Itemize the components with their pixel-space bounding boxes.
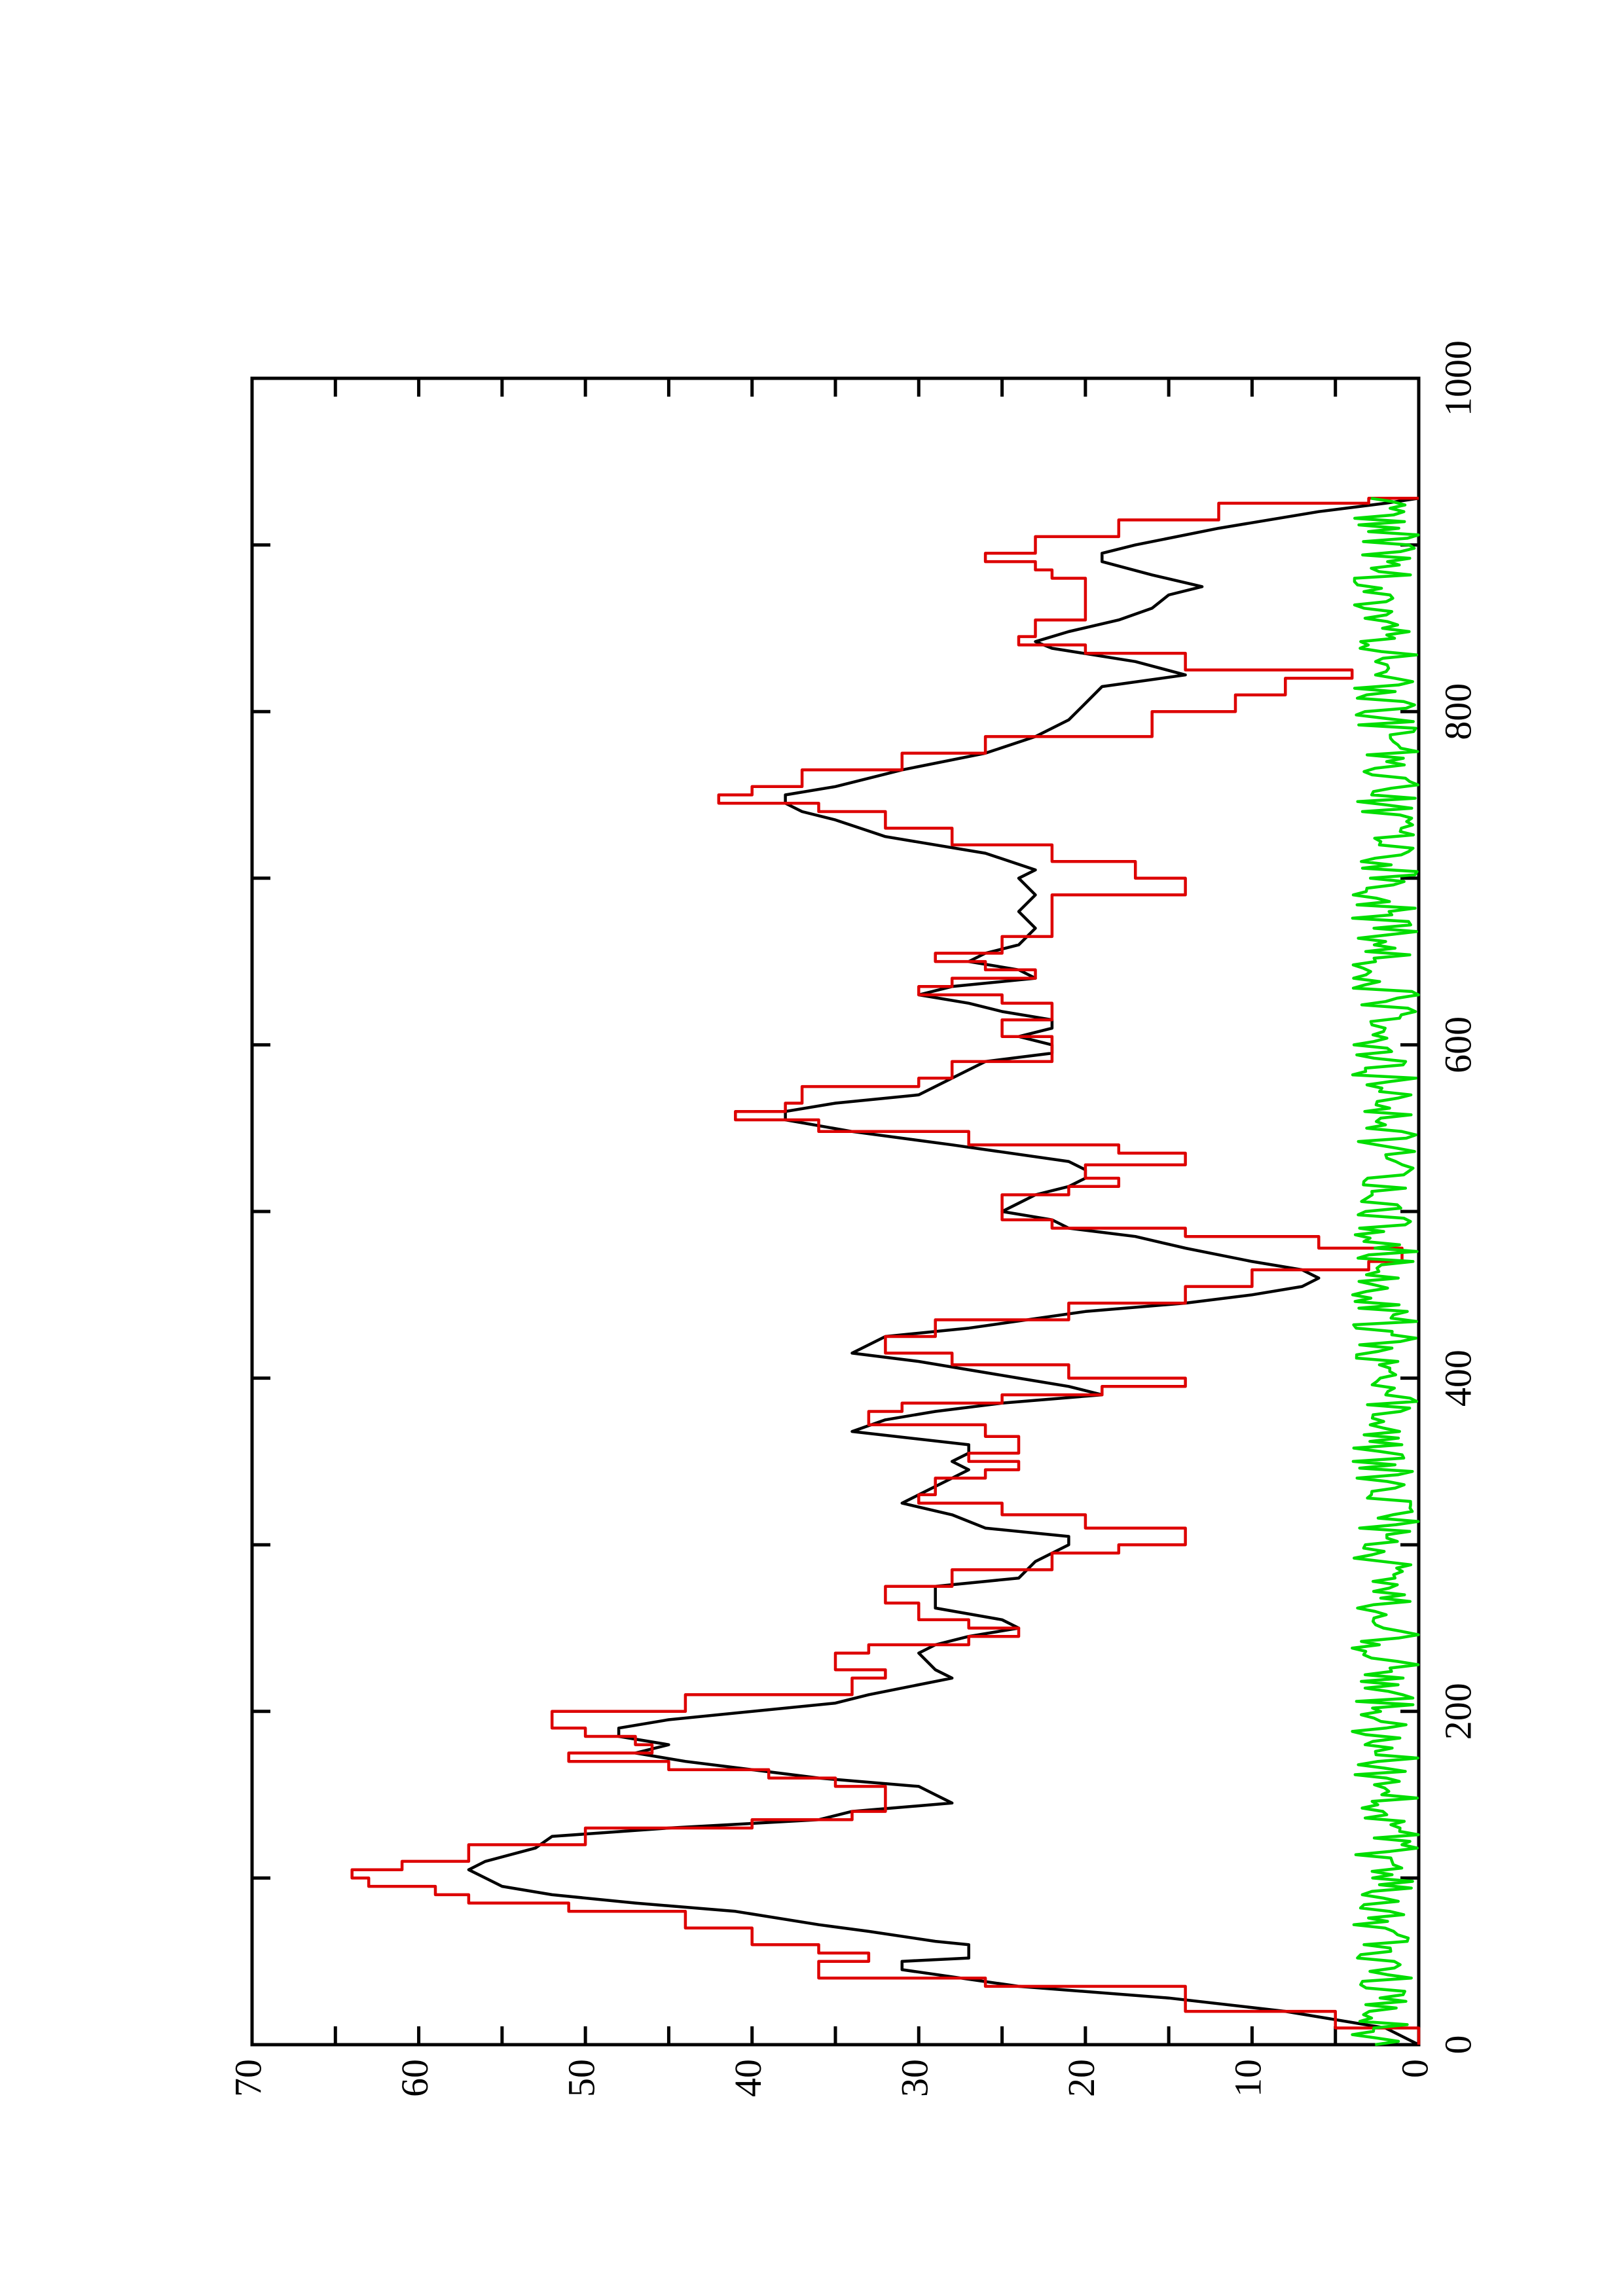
y-tick-label: 30	[894, 2059, 936, 2097]
series-group	[350, 497, 1421, 2047]
series-line-1	[350, 497, 1421, 2045]
x-tick-label: 1000	[1437, 340, 1480, 416]
axis-ticks	[250, 376, 1421, 2047]
y-tick-label: 20	[1060, 2059, 1103, 2097]
y-tick-label: 10	[1227, 2059, 1269, 2097]
y-tick-label: 70	[227, 2059, 269, 2097]
x-tick-label: 600	[1437, 1016, 1480, 1073]
x-tick-label: 0	[1437, 2036, 1480, 2054]
plot-frame	[250, 376, 1421, 2047]
x-tick-label: 400	[1437, 1350, 1480, 1407]
y-tick-label: 50	[560, 2059, 602, 2097]
y-tick-label: 0	[1393, 2059, 1436, 2078]
x-tick-label: 200	[1437, 1683, 1480, 1740]
y-tick-label: 40	[727, 2059, 769, 2097]
y-tick-label: 60	[393, 2059, 436, 2097]
axis-tick-labels: 0 200 400 600 800 1000 0 10 20 30 40 50 60 70	[227, 340, 1479, 2097]
x-tick-label: 800	[1437, 683, 1480, 740]
series-line-2	[1351, 497, 1420, 2047]
series-line-0	[467, 497, 1420, 2047]
